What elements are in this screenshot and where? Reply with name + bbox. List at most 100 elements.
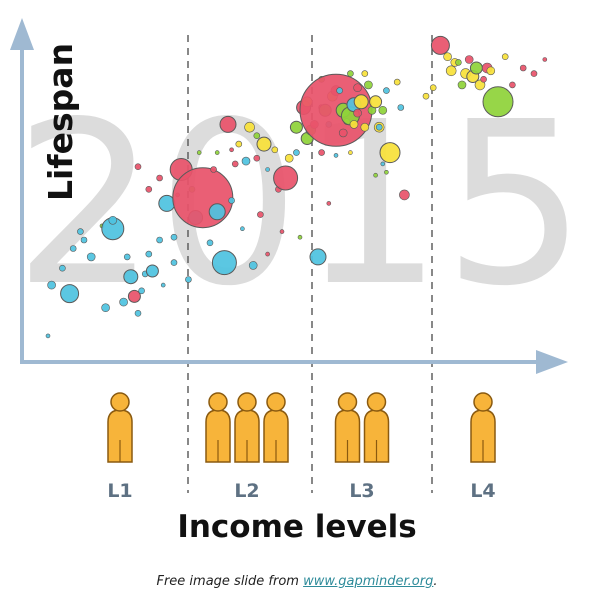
bubble-blue: [333, 153, 339, 158]
bubble-blue: [208, 203, 226, 221]
bubble-red: [210, 166, 217, 173]
person-head: [208, 392, 228, 412]
bubble-blue: [77, 228, 84, 235]
bubble-blue: [206, 239, 214, 247]
bubble-yellow: [361, 70, 369, 77]
bubble-blue: [101, 303, 110, 313]
bubble-blue: [134, 309, 142, 317]
bubble-red: [229, 147, 234, 153]
bubble-blue: [156, 236, 163, 244]
bubble-blue: [241, 156, 251, 166]
bubble-blue: [383, 87, 390, 94]
year-watermark: 2015: [14, 74, 587, 336]
bubble-blue: [80, 236, 88, 244]
person-icon: [334, 392, 361, 463]
bubble-blue: [138, 287, 145, 295]
bubble-blue: [380, 161, 386, 167]
bubble-blue: [86, 252, 96, 262]
bubble-blue: [397, 104, 405, 111]
bubble-blue: [145, 250, 153, 258]
bubble-blue: [211, 250, 237, 276]
x-axis-label: Income levels: [177, 509, 416, 545]
bubble-green: [196, 150, 202, 155]
bubble-blue: [375, 123, 383, 131]
footer-suffix: .: [433, 574, 438, 589]
level-dividers: [187, 35, 433, 493]
bubble-blue: [293, 149, 300, 156]
person-icon: [205, 392, 231, 463]
bubble-blue: [69, 245, 77, 252]
bubble-green: [253, 132, 261, 139]
bubble-yellow: [445, 65, 457, 77]
bubble-blue: [228, 197, 235, 204]
y-axis-label: Lifespan: [41, 43, 80, 201]
bubble-blue: [160, 282, 166, 288]
bubble-yellow: [486, 66, 496, 76]
bubble-blue: [265, 167, 270, 172]
bubble-yellow: [353, 94, 369, 110]
bubble-blue: [185, 276, 192, 283]
level-label-l3: L3: [349, 480, 374, 502]
person-head: [473, 392, 493, 412]
bubble-green: [469, 61, 483, 75]
level-label-l4: L4: [470, 480, 495, 502]
bubble-blue: [145, 264, 159, 278]
bubble-green: [364, 80, 373, 90]
bubble-red: [279, 229, 285, 234]
footer-credit: Free image slide from www.gapminder.org.: [0, 574, 594, 589]
bubble-green: [457, 80, 467, 90]
bubble-blue: [60, 284, 80, 304]
bubble-green: [373, 172, 378, 178]
bubble-red: [530, 70, 538, 77]
level-label-l2: L2: [234, 480, 259, 502]
bubble-yellow: [379, 142, 401, 164]
person-icon: [363, 392, 390, 463]
bubble-yellow: [284, 153, 294, 163]
bubble-red: [219, 115, 237, 133]
person-head: [266, 392, 286, 412]
person-head: [337, 392, 358, 412]
bubble-green: [378, 106, 388, 115]
bubble-red: [353, 108, 362, 118]
bubble-red: [399, 189, 410, 201]
bubble-blue: [123, 269, 139, 285]
bubble-blue: [59, 264, 66, 272]
bubble-blue: [240, 226, 245, 231]
bubble-blue: [123, 253, 131, 261]
bubble-yellow: [393, 78, 401, 86]
bubble-red: [353, 83, 362, 92]
bubble-red: [265, 251, 270, 257]
bubble-red: [509, 81, 516, 89]
bubble-yellow: [244, 121, 255, 133]
bubble-yellow: [369, 95, 383, 109]
bubble-red: [318, 149, 325, 156]
bubble-blue: [336, 87, 343, 94]
bubble-red: [430, 35, 450, 55]
footer-prefix: Free image slide from: [156, 574, 304, 589]
bubble-green: [347, 70, 354, 77]
bubble-blue: [309, 248, 327, 266]
axes: [10, 18, 568, 374]
bubble-yellow: [422, 92, 430, 100]
bubble-green: [384, 170, 389, 175]
person-icon: [234, 392, 260, 463]
gapminder-link[interactable]: www.gapminder.org: [303, 574, 434, 589]
bubble-green: [297, 234, 303, 240]
bubble-blue: [108, 216, 118, 225]
bubble-red: [464, 55, 474, 64]
person-icon: [107, 392, 133, 463]
bubble-yellow: [501, 53, 509, 61]
bubble-yellow: [360, 122, 370, 132]
income-level-labels: L1 L2 L3 L4: [107, 480, 495, 502]
bubble-blue: [248, 261, 258, 270]
bubble-blue: [170, 259, 178, 266]
bubble-red: [326, 201, 332, 206]
bubble-red: [273, 165, 299, 191]
bubble-red: [156, 174, 163, 182]
income-level-people: [107, 392, 496, 463]
bubble-yellow: [443, 52, 452, 62]
bubble-red: [231, 160, 239, 168]
bubble-blue: [45, 333, 51, 339]
y-axis-arrowhead: [10, 18, 34, 50]
